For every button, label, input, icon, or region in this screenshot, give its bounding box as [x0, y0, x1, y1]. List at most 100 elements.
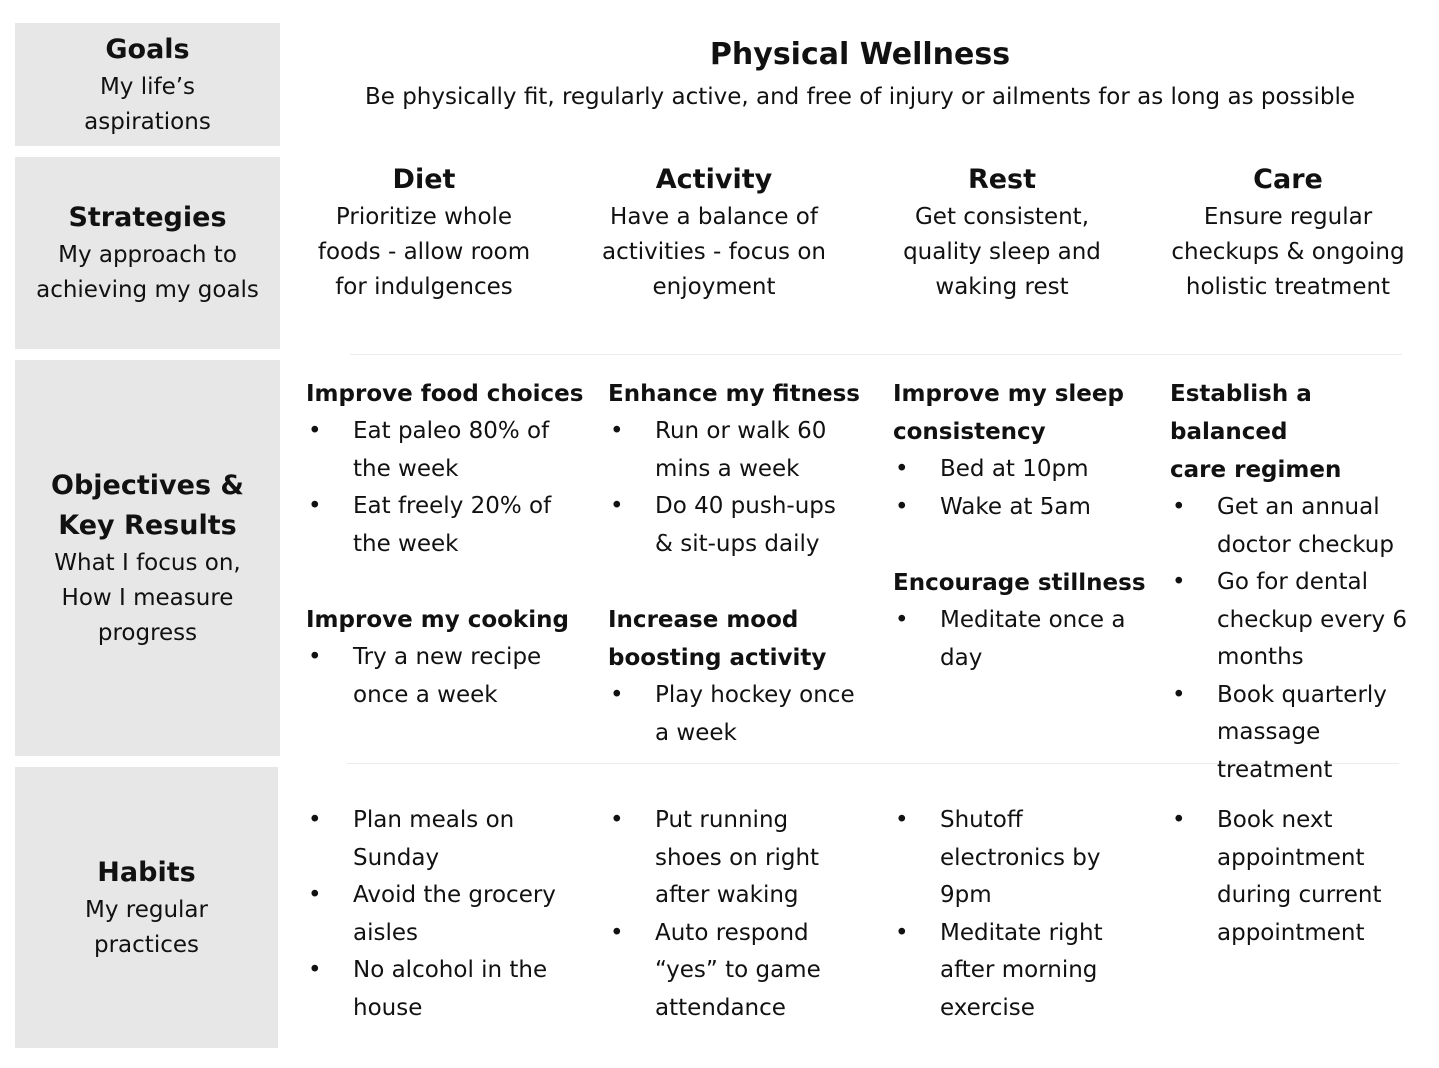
strategies-title: Strategies [68, 202, 227, 233]
strategy-description-line: Ensure regular [1203, 204, 1373, 230]
key-result-item-line: Eat freely 20% of [353, 493, 552, 519]
goal-title: Physical Wellness [709, 37, 1011, 72]
habit-item-line: Sunday [353, 844, 440, 871]
habit-item: • Book next appointment during current appoi… [1170, 802, 1435, 952]
key-result-item-line: Bed at 10pm [940, 456, 1089, 482]
objective-title: Increase mood [608, 607, 799, 633]
bullet-icon: • [1172, 681, 1186, 708]
bullet-icon: • [1172, 494, 1186, 520]
key-result-item: • Try a new recipe once a week [306, 639, 596, 714]
key-result-item-line: Wake at 5am [940, 493, 1091, 520]
habit-item-line: Meditate right [940, 919, 1103, 946]
key-result-item: • Get an annual doctor checkup [1170, 489, 1435, 564]
habit-item-line: 9pm [940, 882, 992, 908]
habit-item-line: Auto respond [655, 919, 809, 946]
key-result-item-line: the week [353, 455, 459, 482]
goals-subtitle-line: My life’s [99, 73, 196, 100]
habit-item-line: Shutoff [940, 807, 1023, 833]
objective-title: boosting activity [608, 645, 827, 671]
key-result-item-line: Run or walk 60 [655, 418, 827, 444]
key-result-item: • Book quarterly massage treatment [1170, 677, 1435, 790]
objective-spacer [893, 526, 1168, 564]
okr-column-1: Enhance my fitness • Run or walk 60 mins a … [608, 375, 890, 752]
habits-subtitle-line: practices [94, 931, 199, 958]
habit-item: • Shutoff electronics by 9pm [893, 802, 1168, 915]
key-result-item-line: the week [353, 530, 459, 557]
objective-spacer [306, 563, 596, 601]
bullet-icon: • [308, 882, 322, 908]
habits-title: Habits [97, 856, 196, 888]
bullet-icon: • [308, 807, 322, 833]
key-result-item-line: mins a week [655, 455, 800, 482]
objective-title: Improve food choices [306, 381, 584, 407]
objective-title: care regimen [1170, 457, 1342, 483]
bullet-icon: • [610, 493, 624, 519]
habit-item-line: No alcohol in the [353, 957, 548, 983]
key-result-item-line: a week [655, 719, 737, 746]
habit-item-line: aisles [353, 919, 418, 946]
habit-item-line: Put running [655, 807, 789, 833]
strategy-description-line: Have a balance of [610, 204, 818, 230]
habit-item-line: Book next [1217, 807, 1333, 833]
key-result-item: • Eat paleo 80% of the week [306, 413, 596, 488]
bullet-icon: • [895, 607, 909, 633]
habit-column-0: • Plan meals on Sunday • Avoid the grocery ai… [306, 802, 596, 1027]
key-result-item-line: doctor checkup [1217, 531, 1394, 558]
bullet-icon: • [895, 493, 909, 520]
key-result-item-line: Go for dental [1217, 569, 1368, 595]
goals-subtitle-line: aspirations [84, 108, 211, 135]
strategy-1: Activity Have a balance of activities - fo… [574, 160, 854, 305]
strategy-title: Care [1253, 164, 1323, 195]
strategy-description-line: holistic treatment [1185, 274, 1391, 300]
objective-spacer [608, 563, 890, 601]
objective-title: consistency [893, 419, 1046, 445]
bullet-icon: • [895, 807, 909, 833]
habit-item-line: exercise [940, 994, 1035, 1021]
habit-item-list: • Put running shoes on right after waking • A… [608, 802, 890, 1027]
habit-item-line: shoes on right [655, 844, 820, 871]
habit-column-2: • Shutoff electronics by 9pm • Meditate right… [893, 802, 1168, 1027]
key-result-item-list: • Bed at 10pm • Wake at 5am [893, 451, 1168, 526]
key-result-item-list: • Eat paleo 80% of the week • Eat freely 20%… [306, 413, 596, 563]
habit-item-list: • Book next appointment during current appoi… [1170, 802, 1435, 952]
goal-description: Be physically fit, regularly active, and… [364, 84, 1356, 110]
strategy-description-line: Prioritize whole [335, 204, 513, 230]
strategy-description-line: foods - allow room [317, 239, 531, 265]
key-result-item-line: Try a new recipe [353, 644, 542, 670]
habit-item: • No alcohol in the house [306, 952, 596, 1027]
okr-column-2: Improve my sleep consistency • Bed at 10pm •… [893, 375, 1168, 677]
key-result-item-line: treatment [1217, 756, 1333, 783]
habit-item: • Avoid the grocery aisles [306, 877, 596, 952]
key-result-item-line: & sit-ups daily [655, 530, 820, 557]
strategy-0: Diet Prioritize whole foods - allow room fo… [284, 160, 564, 305]
key-result-item: • Run or walk 60 mins a week [608, 413, 890, 488]
key-result-item: • Bed at 10pm [893, 451, 1168, 489]
habit-item-line: house [353, 994, 423, 1021]
strategy-description-line: enjoyment [652, 274, 776, 300]
habits-subtitle-line: My regular [85, 896, 208, 923]
key-result-item-line: Get an annual [1217, 494, 1380, 520]
habit-item-line: appointment [1217, 919, 1365, 946]
bullet-icon: • [308, 957, 322, 983]
habit-item: • Auto respond “yes” to game attendance [608, 915, 890, 1028]
strategy-description-line: checkups & ongoing [1171, 239, 1405, 265]
okrs-subtitle-line: How I measure [61, 584, 234, 611]
strategy-title: Rest [967, 164, 1037, 195]
key-result-item: • Do 40 push-ups & sit-ups daily [608, 488, 890, 563]
strategy-description-line: quality sleep and [903, 239, 1101, 265]
objective-title: Improve my sleep [893, 381, 1124, 407]
strategy-description-line: for indulgences [335, 274, 513, 300]
key-result-item-list: • Get an annual doctor checkup • Go for dent… [1170, 489, 1435, 789]
strategy-description-line: Get consistent, [914, 204, 1090, 230]
bullet-icon: • [1172, 569, 1186, 595]
bullet-icon: • [610, 682, 624, 708]
strategy-3: Care Ensure regular checkups & ongoing holi… [1148, 160, 1428, 305]
strategy-title: Activity [655, 164, 773, 195]
bullet-icon: • [308, 418, 322, 444]
strategy-description-line: waking rest [935, 274, 1069, 300]
objective-title: Encourage stillness [893, 570, 1146, 596]
habit-item-line: appointment [1217, 844, 1365, 871]
key-result-item-line: Do 40 push-ups [655, 493, 836, 519]
habit-item: • Plan meals on Sunday [306, 802, 596, 877]
goals-title: Goals [105, 33, 190, 65]
